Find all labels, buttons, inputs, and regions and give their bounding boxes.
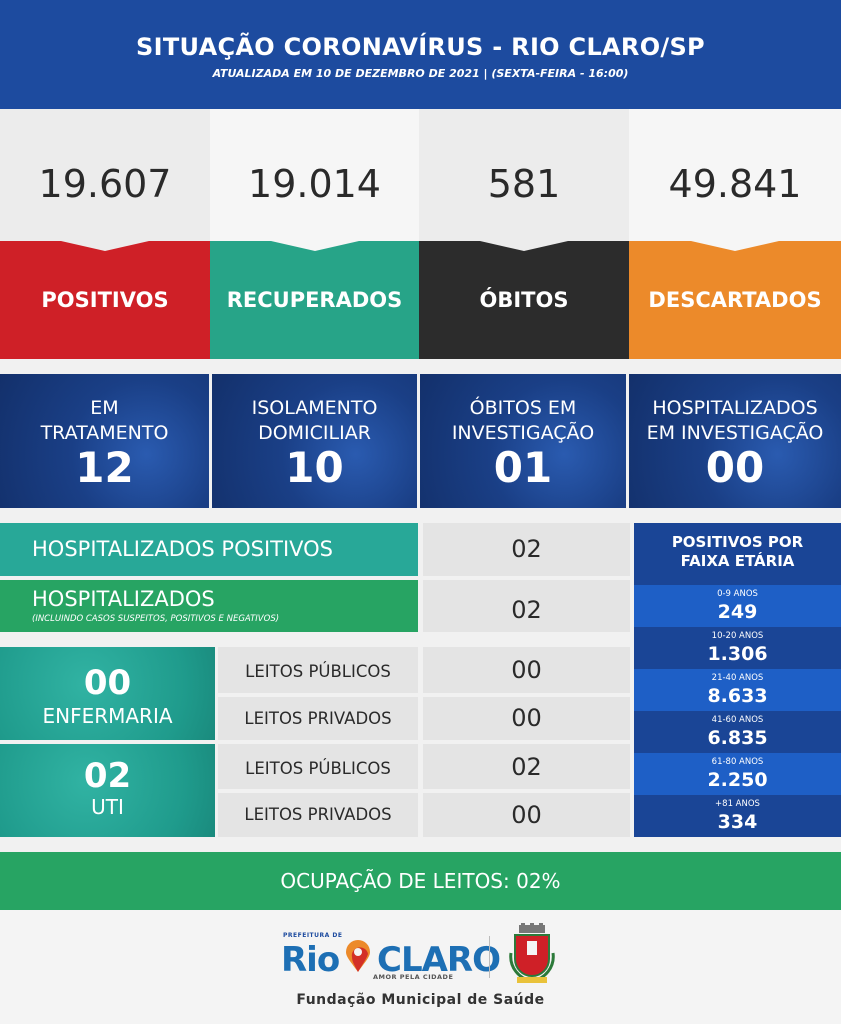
stat-positivos: 19.607 POSITIVOS [0,109,210,359]
hospitalizados-bar: HOSPITALIZADOS (INCLUINDO CASOS SUSPEITO… [0,580,418,632]
ward-value: 02 [83,756,132,796]
enfermaria-block: 00 ENFERMARIA [0,647,215,740]
card-label: HOSPITALIZADOS EM INVESTIGAÇÃO [629,396,841,446]
card-value: 01 [493,443,553,492]
age-row: 61-80 ANOS 2.250 [634,753,841,795]
leitos-value: 00 [423,793,630,837]
age-value: 6.835 [707,727,768,749]
logo-prefix: PREFEITURA DE [283,932,343,939]
age-value: 334 [717,811,758,833]
age-range-panel: POSITIVOS POR FAIXA ETÁRIA 0-9 ANOS 249 … [634,523,841,837]
stat-label: ÓBITOS [419,241,629,359]
card-label: EM TRATAMENTO [0,396,209,446]
update-subtitle: ATUALIZADA EM 10 DE DEZEMBRO DE 2021 | (… [212,67,629,80]
label-line-1: EM [90,397,119,419]
age-row: 21-40 ANOS 8.633 [634,669,841,711]
ward-value: 00 [83,663,132,703]
ward-label: UTI [91,795,124,819]
leitos-label: LEITOS PRIVADOS [218,793,418,837]
isolamento-domiciliar-card: ISOLAMENTO DOMICILIAR 10 [212,374,417,508]
age-row: +81 ANOS 334 [634,795,841,837]
hospitalizados-positivos-bar: HOSPITALIZADOS POSITIVOS [0,523,418,576]
age-panel-title: POSITIVOS POR FAIXA ETÁRIA [634,533,841,571]
ward-label: ENFERMARIA [42,704,173,728]
header-banner: SITUAÇÃO CORONAVÍRUS - RIO CLARO/SP ATUA… [0,0,841,109]
obitos-investigacao-card: ÓBITOS EM INVESTIGAÇÃO 01 [420,374,626,508]
logo-tagline: AMOR PELA CIDADE [373,973,454,981]
age-row: 41-60 ANOS 6.835 [634,711,841,753]
page-title: SITUAÇÃO CORONAVÍRUS - RIO CLARO/SP [136,33,705,61]
main-stats: 19.607 POSITIVOS 19.014 RECUPERADOS 581 … [0,109,841,359]
ocupacao-leitos-bar: OCUPAÇÃO DE LEITOS: 02% [0,852,841,910]
label-line-2: TRATAMENTO [40,422,169,444]
age-range: 41-60 ANOS [711,715,764,725]
em-tratamento-card: EM TRATAMENTO 12 [0,374,209,508]
card-label: ÓBITOS EM INVESTIGAÇÃO [420,396,626,446]
notch-arrow [270,241,359,251]
label-line-1: ÓBITOS EM [469,397,577,419]
card-label: ISOLAMENTO DOMICILIAR [212,396,417,446]
title-line-1: POSITIVOS POR [671,533,804,551]
label-line-2: INVESTIGAÇÃO [451,422,595,444]
foundation-name: Fundação Municipal de Saúde [296,992,545,1008]
age-range: 10-20 ANOS [711,631,764,641]
leitos-value: 02 [423,744,630,789]
age-value: 249 [717,601,758,623]
label-line-1: HOSPITALIZADOS [652,397,818,419]
stat-value: 19.607 [0,109,210,241]
stat-value: 19.014 [210,109,419,241]
age-range: 21-40 ANOS [711,673,764,683]
title-line-2: FAIXA ETÁRIA [680,552,795,570]
age-row: 0-9 ANOS 249 [634,585,841,627]
prefeitura-logo: PREFEITURA DE Rio CLARO AMOR PELA CIDADE [281,932,501,982]
age-row: 10-20 ANOS 1.306 [634,627,841,669]
hospitalizados-investigacao-card: HOSPITALIZADOS EM INVESTIGAÇÃO 00 [629,374,841,508]
card-value: 00 [705,443,765,492]
investigation-row: EM TRATAMENTO 12 ISOLAMENTO DOMICILIAR 1… [0,374,841,508]
age-range: 0-9 ANOS [717,589,758,599]
age-value: 8.633 [707,685,768,707]
stat-recuperados: 19.014 RECUPERADOS [210,109,419,359]
map-pin-icon [346,940,370,972]
bar-label: HOSPITALIZADOS POSITIVOS [32,537,334,561]
stat-value: 581 [419,109,629,241]
hospitalizados-positivos-value: 02 [423,523,630,576]
notch-arrow [480,241,568,251]
bar-note: (INCLUINDO CASOS SUSPEITOS, POSITIVOS E … [32,614,280,624]
stat-obitos: 581 ÓBITOS [419,109,629,359]
notch-arrow [61,241,149,251]
card-value: 12 [75,443,134,492]
notch-arrow [691,241,779,251]
leitos-label: LEITOS PRIVADOS [218,697,418,740]
age-range: +81 ANOS [715,799,760,809]
age-range: 61-80 ANOS [711,757,764,767]
logo-claro: CLARO [377,940,501,980]
bar-label: HOSPITALIZADOS [32,587,215,611]
hospitalizados-value: 02 [423,580,630,632]
label-line-2: DOMICILIAR [258,422,371,444]
logo-rio: Rio [281,940,340,980]
leitos-label: LEITOS PÚBLICOS [218,744,418,789]
stat-descartados: 49.841 DESCARTADOS [629,109,841,359]
uti-block: 02 UTI [0,744,215,837]
leitos-value: 00 [423,697,630,740]
logo-divider [489,936,490,978]
stat-label: DESCARTADOS [629,241,841,359]
footer: PREFEITURA DE Rio CLARO AMOR PELA CIDADE… [0,910,841,1024]
age-value: 2.250 [707,769,768,791]
leitos-value: 00 [423,647,630,693]
stat-label: RECUPERADOS [210,241,419,359]
card-value: 10 [285,443,344,492]
city-crest-icon [509,923,555,983]
label-line-2: EM INVESTIGAÇÃO [646,422,824,444]
age-value: 1.306 [707,643,768,665]
label-line-1: ISOLAMENTO [251,397,378,419]
leitos-label: LEITOS PÚBLICOS [218,647,418,693]
stat-value: 49.841 [629,109,841,241]
stat-label: POSITIVOS [0,241,210,359]
